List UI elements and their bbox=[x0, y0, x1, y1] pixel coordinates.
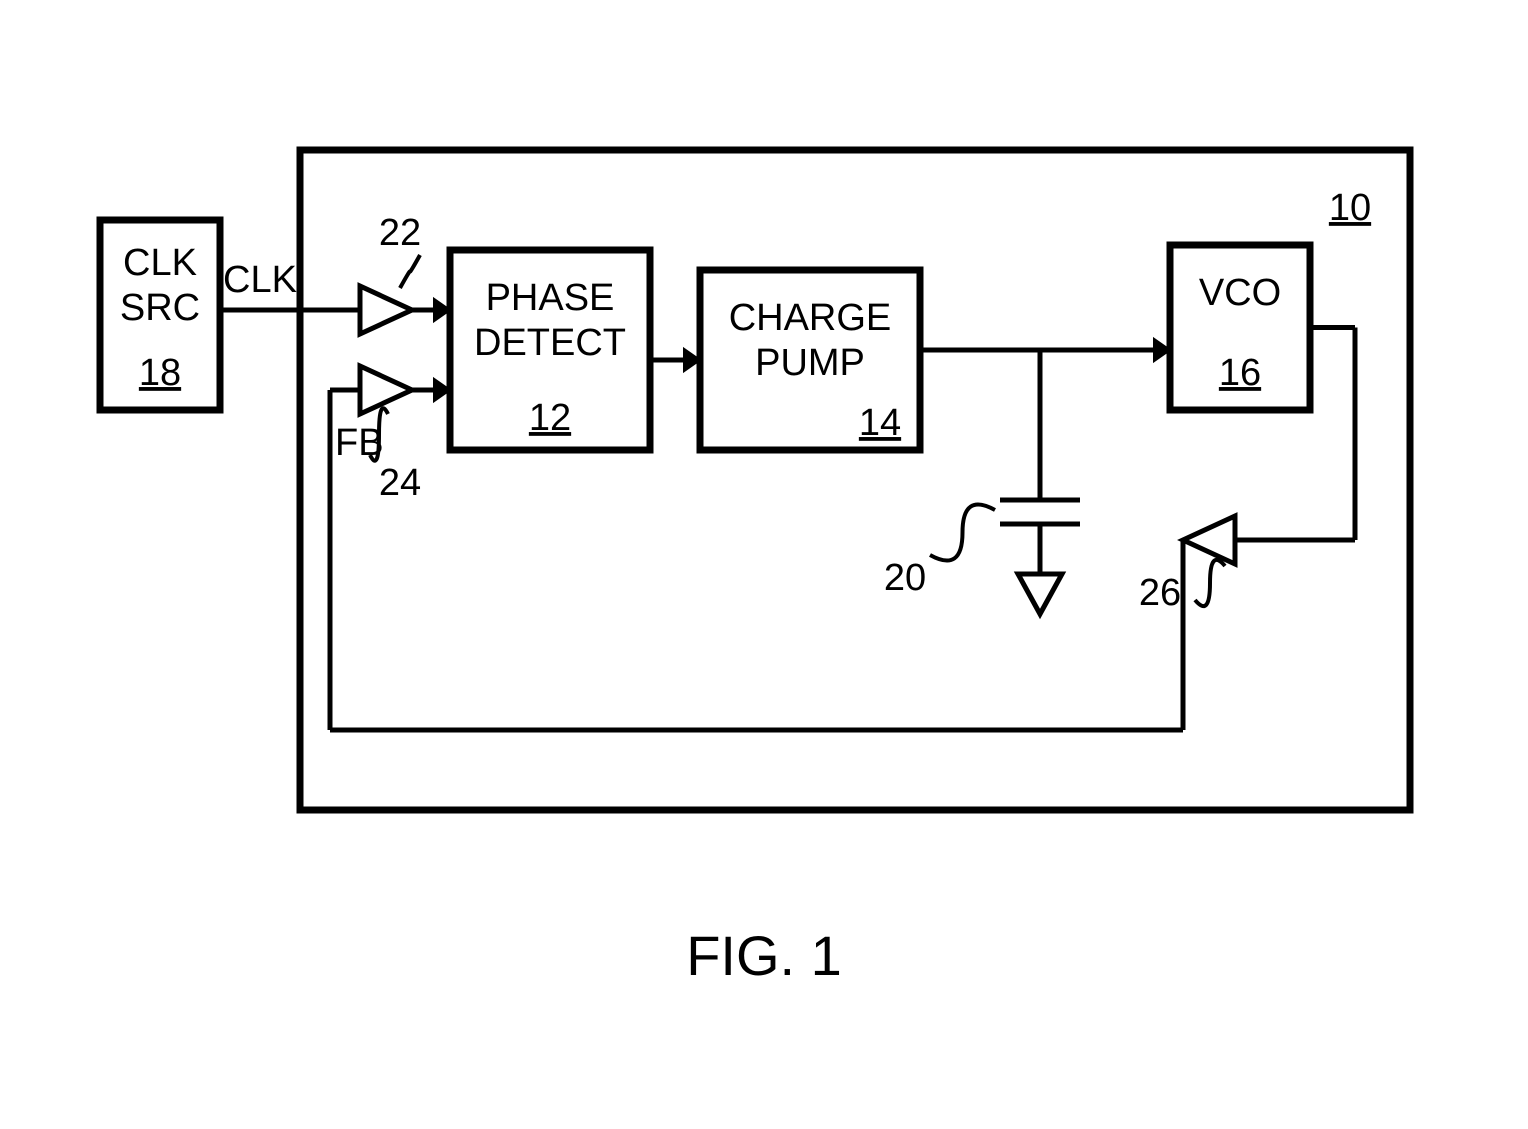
clk-src-label-2: SRC bbox=[120, 287, 200, 329]
ref-18: 18 bbox=[139, 352, 181, 394]
ref-16: 16 bbox=[1219, 352, 1261, 394]
phase-detect-label-2: DETECT bbox=[474, 322, 626, 364]
ref-26: 26 bbox=[1139, 572, 1181, 614]
charge-pump-label-1: CHARGE bbox=[729, 297, 892, 339]
clk-signal-label: CLK bbox=[223, 259, 297, 301]
charge-pump-label-2: PUMP bbox=[755, 342, 865, 384]
phase-detect-label-1: PHASE bbox=[486, 277, 615, 319]
vco-label: VCO bbox=[1199, 272, 1281, 314]
ref-24: 24 bbox=[379, 462, 421, 504]
ref-14: 14 bbox=[859, 402, 901, 444]
figure-label: FIG. 1 bbox=[686, 924, 842, 987]
ref-10: 10 bbox=[1329, 187, 1371, 229]
fb-signal-label: FB bbox=[335, 422, 384, 464]
clk-src-label-1: CLK bbox=[123, 242, 197, 284]
ref-22: 22 bbox=[379, 212, 421, 254]
ref-12: 12 bbox=[529, 397, 571, 439]
ref-20: 20 bbox=[884, 557, 926, 599]
